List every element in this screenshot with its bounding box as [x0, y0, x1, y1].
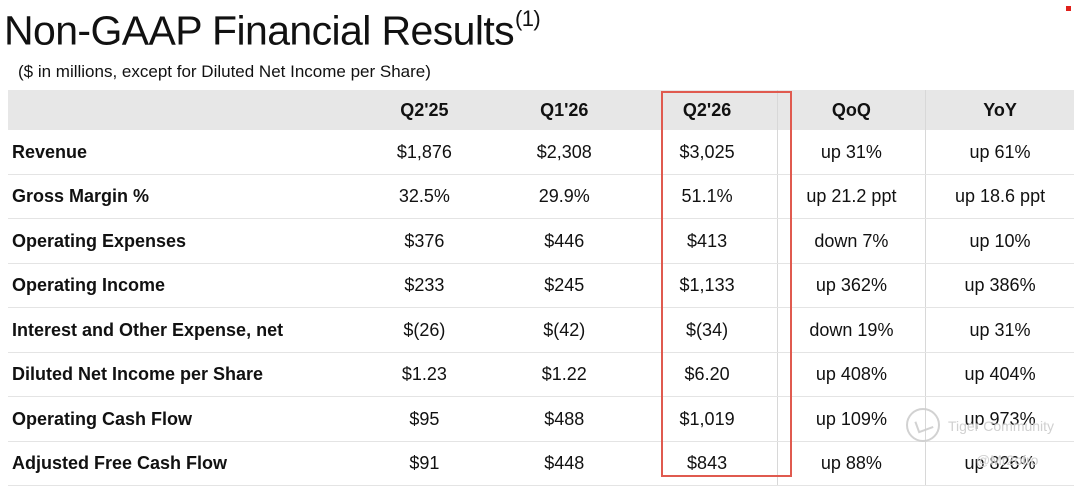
row-label: Operating Cash Flow — [8, 396, 358, 442]
footnote-marker: (1) — [515, 6, 541, 31]
cell-qoq: up 21.2 ppt — [776, 174, 926, 219]
table-row: Operating Expenses $376 $446 $413 down 7% up … — [8, 218, 1074, 264]
cell-q2-26: $1,133 — [637, 263, 778, 308]
row-label: Gross Margin % — [8, 174, 358, 219]
cell-q2-26: $6.20 — [637, 352, 778, 397]
cell-q1-26: $2,308 — [491, 130, 638, 175]
row-label: Operating Expenses — [8, 218, 358, 264]
cell-qoq: down 19% — [776, 307, 926, 353]
corner-accent-mark — [1066, 6, 1071, 11]
table-row: Diluted Net Income per Share $1.23 $1.22 $6… — [8, 352, 1074, 397]
header-cell-q2-25: Q2'25 — [400, 100, 449, 120]
table-row: Adjusted Free Cash Flow $91 $448 $843 up 88%… — [8, 441, 1074, 486]
cell-yoy: up 61% — [925, 130, 1074, 175]
cell-q1-26: $448 — [491, 441, 638, 486]
cell-q2-26: $(34) — [637, 307, 778, 353]
cell-yoy: up 10% — [925, 218, 1074, 264]
table-row: Interest and Other Expense, net $(26) $(42… — [8, 307, 1074, 353]
cell-q1-26: $1.22 — [491, 352, 638, 397]
cell-q1-26: $446 — [491, 218, 638, 264]
cell-q2-25: $376 — [357, 218, 492, 264]
cell-q2-25: $1,876 — [357, 130, 492, 175]
header-cell-qoq: QoQ — [776, 90, 926, 130]
cell-q1-26: $488 — [491, 396, 638, 442]
page-title-text: Non-GAAP Financial Results — [4, 7, 515, 54]
cell-qoq: up 31% — [776, 130, 926, 175]
cell-q1-26: $(42) — [491, 307, 638, 353]
cell-qoq: down 7% — [776, 218, 926, 264]
cell-q2-26: $1,019 — [637, 396, 778, 442]
row-label: Interest and Other Expense, net — [8, 307, 358, 353]
cell-yoy: up 386% — [925, 263, 1074, 308]
cell-qoq: up 88% — [776, 441, 926, 486]
header-cell-metric — [8, 90, 358, 130]
row-label: Adjusted Free Cash Flow — [8, 441, 358, 486]
page-subtitle: ($ in millions, except for Diluted Net I… — [18, 62, 431, 81]
table-body: Revenue $1,876 $2,308 $3,025 up 31% up 61% Gro… — [8, 130, 1074, 486]
cell-q2-26: $843 — [637, 441, 778, 486]
cell-qoq: up 362% — [776, 263, 926, 308]
page-title: Non-GAAP Financial Results(1) — [4, 0, 541, 54]
row-label: Revenue — [8, 130, 358, 175]
cell-qoq: up 109% — [776, 396, 926, 442]
cell-q2-25: $95 — [357, 396, 492, 442]
header-cell-q2-26: Q2'26 — [682, 100, 732, 120]
cell-yoy: up 31% — [925, 307, 1074, 353]
cell-q2-26: $3,025 — [637, 130, 778, 175]
table-row: Gross Margin % 32.5% 29.9% 51.1% up 21.2 ppt… — [8, 174, 1074, 219]
financial-results-table: Q2'25 Q1'26 Q2'26 QoQ YoY Revenue $1,876 $… — [8, 90, 1074, 486]
table-row: Revenue $1,876 $2,308 $3,025 up 31% up 61% — [8, 130, 1074, 175]
row-label: Diluted Net Income per Share — [8, 352, 358, 397]
table-row: Operating Income $233 $245 $1,133 up 362% up … — [8, 263, 1074, 308]
row-label: Operating Income — [8, 263, 358, 308]
cell-qoq: up 408% — [776, 352, 926, 397]
table-header-row: Q2'25 Q1'26 Q2'26 QoQ YoY — [8, 90, 1074, 130]
cell-q1-26: 29.9% — [491, 174, 638, 219]
cell-q2-25: $91 — [357, 441, 492, 486]
cell-yoy: up 973% — [925, 396, 1074, 442]
cell-yoy: up 18.6 ppt — [925, 174, 1074, 219]
cell-q2-25: $(26) — [357, 307, 492, 353]
cell-yoy: up 404% — [925, 352, 1074, 397]
cell-q2-25: 32.5% — [357, 174, 492, 219]
cell-q2-25: $1.23 — [357, 352, 492, 397]
cell-yoy: up 826% — [925, 441, 1074, 486]
cell-q2-25: $233 — [357, 263, 492, 308]
cell-q1-26: $245 — [491, 263, 638, 308]
header-cell-yoy: YoY — [925, 90, 1074, 130]
cell-q2-26: 51.1% — [637, 174, 778, 219]
header-cell-q1-26: Q1'26 — [540, 100, 589, 120]
cell-q2-26: $413 — [637, 218, 778, 264]
table-row: Operating Cash Flow $95 $488 $1,019 up 109% u… — [8, 396, 1074, 442]
